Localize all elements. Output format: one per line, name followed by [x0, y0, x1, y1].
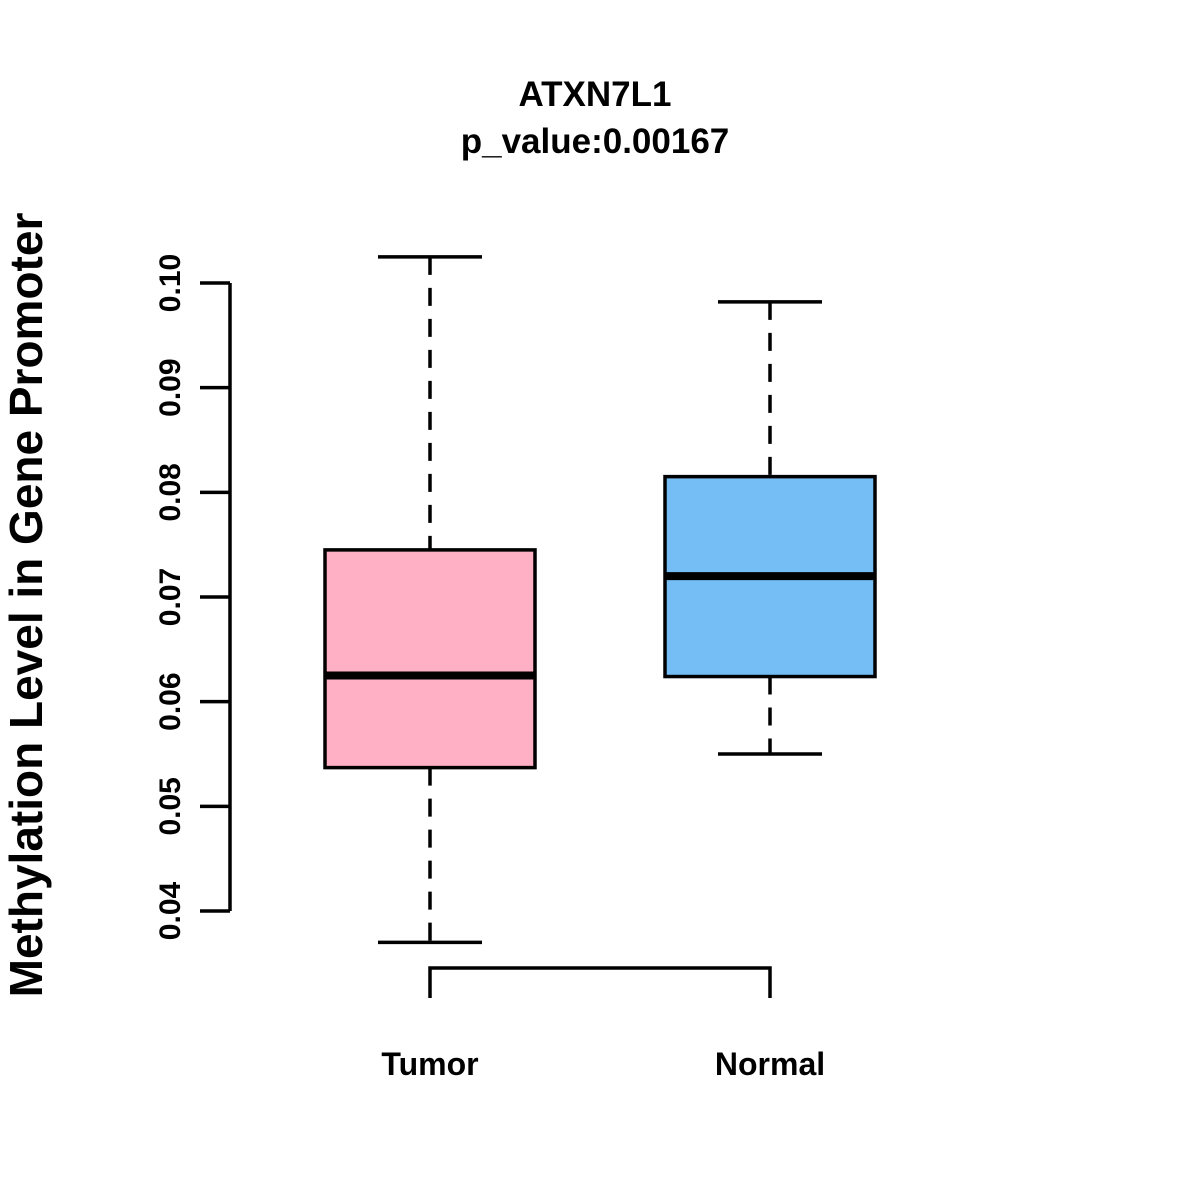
y-axis-label: Methylation Level in Gene Promoter: [0, 213, 52, 998]
y-tick-label: 0.05: [154, 777, 187, 835]
y-tick-label: 0.09: [154, 358, 187, 416]
x-axis-bracket: [428, 966, 772, 998]
x-category-labels: Tumor Normal: [381, 1046, 825, 1082]
x-label-normal: Normal: [715, 1046, 825, 1082]
y-tick-label: 0.04: [154, 881, 187, 940]
x-axis-bracket-line: [428, 966, 772, 998]
normal-boxplot: [663, 300, 877, 756]
box-groups: [323, 255, 877, 945]
tumor-boxplot: [323, 255, 537, 945]
chart-title: ATXN7L1: [519, 75, 672, 114]
chart-subtitle-pvalue: p_value:0.00167: [461, 122, 730, 161]
tumor-iqr-box: [323, 548, 537, 770]
x-label-tumor: Tumor: [381, 1046, 478, 1082]
y-axis: 0.04 0.05 0.06 0.07 0.08 0.09 0.10: [154, 254, 232, 940]
y-tick-label: 0.10: [154, 254, 187, 312]
y-tick-label: 0.06: [154, 672, 187, 730]
y-tick-label: 0.08: [154, 463, 187, 521]
y-tick-label: 0.07: [154, 568, 187, 626]
